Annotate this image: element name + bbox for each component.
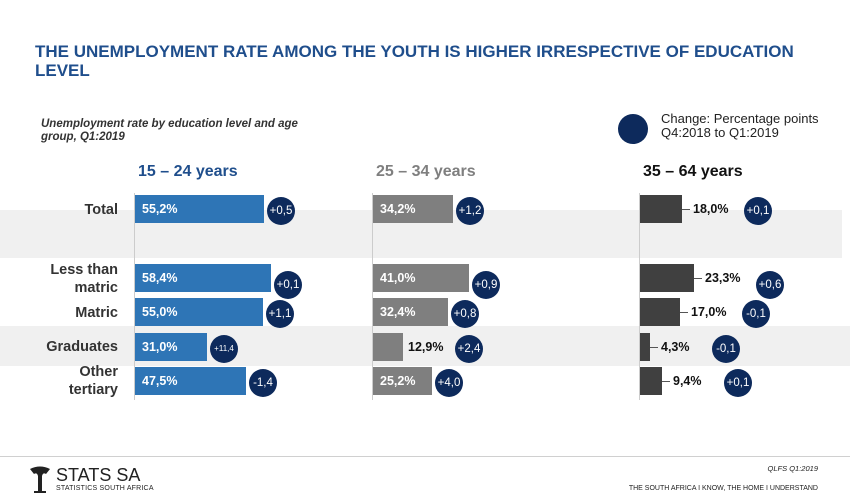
- bar: [373, 264, 469, 292]
- leader-line: [662, 381, 670, 382]
- stats-sa-logo: STATS SA STATISTICS SOUTH AFRICA: [28, 465, 158, 495]
- bar: [373, 333, 403, 361]
- chart-subtitle: Unemployment rate by education level and…: [41, 118, 298, 143]
- baobab-icon: [30, 466, 50, 493]
- bar: [135, 195, 264, 223]
- bar: [373, 367, 432, 395]
- bar: [135, 264, 271, 292]
- legend-line-2: Q4:2018 to Q1:2019: [661, 125, 779, 140]
- change-bubble: +2,4: [455, 335, 483, 363]
- row-label: Matric: [0, 304, 118, 322]
- legend-text: Change: Percentage points Q4:2018 to Q1:…: [661, 112, 819, 140]
- bar: [373, 195, 453, 223]
- column-header: 15 – 24 years: [138, 163, 238, 180]
- row-label-line: Graduates: [46, 339, 118, 355]
- leader-line: [680, 312, 688, 313]
- leader-line: [650, 347, 658, 348]
- row-label-line: Less than: [50, 262, 118, 278]
- bar: [640, 367, 662, 395]
- legend-swatch: [618, 114, 648, 144]
- row-label-line: tertiary: [68, 382, 118, 398]
- change-bubble: -0,1: [712, 335, 740, 363]
- data-label: 9,4%: [673, 374, 702, 388]
- change-bubble: +0,1: [724, 369, 752, 397]
- data-label: 47,5%: [142, 374, 178, 388]
- data-label: 32,4%: [380, 305, 416, 319]
- tagline: THE SOUTH AFRICA I KNOW, THE HOME I UNDE…: [628, 485, 818, 492]
- row-label-line: matric: [74, 280, 118, 296]
- change-bubble: +0,8: [451, 300, 479, 328]
- page-title: THE UNEMPLOYMENT RATE AMONG THE YOUTH IS…: [35, 42, 794, 80]
- column-header: 35 – 64 years: [643, 163, 743, 180]
- data-label: 25,2%: [380, 374, 416, 388]
- data-label: 17,0%: [691, 305, 727, 319]
- change-bubble: +1,2: [456, 197, 484, 225]
- bar: [640, 298, 680, 326]
- data-label: 34,2%: [380, 202, 416, 216]
- bar: [373, 298, 448, 326]
- data-label: 4,3%: [661, 340, 690, 354]
- leader-line: [682, 209, 690, 210]
- change-bubble: +0,6: [756, 271, 784, 299]
- bar: [640, 333, 650, 361]
- logo-name: STATS SA: [56, 465, 141, 485]
- row-label: Less than matric: [0, 261, 118, 297]
- legend-line-1: Change: Percentage points: [661, 111, 819, 126]
- column-header: 25 – 34 years: [376, 163, 476, 180]
- bar: [135, 298, 263, 326]
- data-label: 23,3%: [705, 271, 741, 285]
- data-label: 55,0%: [142, 305, 178, 319]
- legend: Change: Percentage points Q4:2018 to Q1:…: [618, 112, 843, 144]
- row-label-line: Other: [79, 364, 118, 380]
- data-label: 55,2%: [142, 202, 178, 216]
- change-bubble: +0,1: [744, 197, 772, 225]
- change-bubble: +0,9: [472, 271, 500, 299]
- bar: [640, 195, 682, 223]
- source-note: QLFS Q1:2019: [767, 464, 818, 473]
- data-label: 58,4%: [142, 271, 178, 285]
- row-label: Graduates: [0, 338, 118, 356]
- axis-line: [639, 193, 640, 400]
- change-bubble: -1,4: [249, 369, 277, 397]
- row-label: Other tertiary: [0, 363, 118, 399]
- data-label: 18,0%: [693, 202, 729, 216]
- change-bubble: +11,4: [210, 335, 238, 363]
- row-label-line: Matric: [75, 305, 118, 321]
- row-label-line: Total: [84, 202, 118, 218]
- leader-line: [694, 278, 702, 279]
- change-bubble: +1,1: [266, 300, 294, 328]
- bar: [135, 367, 246, 395]
- data-label: 12,9%: [408, 340, 444, 354]
- change-bubble: -0,1: [742, 300, 770, 328]
- data-label: 41,0%: [380, 271, 416, 285]
- row-label: Total: [0, 201, 118, 219]
- change-bubble: +4,0: [435, 369, 463, 397]
- bar: [135, 333, 207, 361]
- logo-subtitle: STATISTICS SOUTH AFRICA: [56, 485, 154, 492]
- data-label: 31,0%: [142, 340, 178, 354]
- axis-line: [134, 193, 135, 400]
- change-bubble: +0,1: [274, 271, 302, 299]
- footer-divider: [0, 456, 850, 457]
- bar: [640, 264, 694, 292]
- change-bubble: +0,5: [267, 197, 295, 225]
- axis-line: [372, 193, 373, 400]
